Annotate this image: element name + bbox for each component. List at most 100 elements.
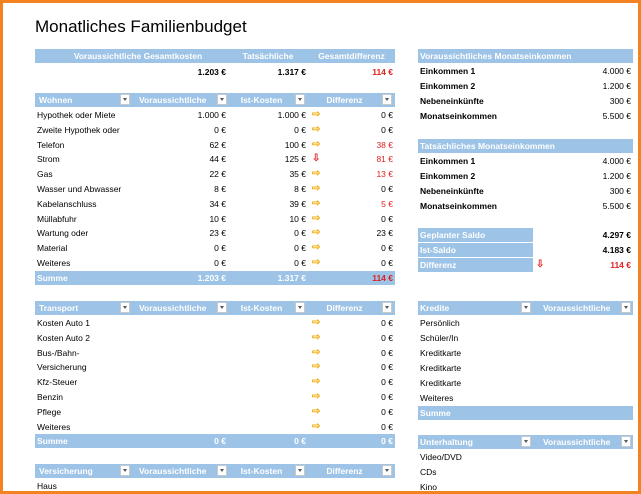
cell: Monatseinkommen [420,111,497,121]
cell: 4.297 € [602,230,631,240]
header-cell: Ist-Kosten [228,93,295,107]
arrow-right-icon: ⇨ [312,168,321,180]
header-cell: Tatsächliche [228,49,308,63]
cell: 39 € [289,198,306,209]
cell: Einkommen 1 [420,66,476,76]
dropdown-button[interactable] [120,94,130,105]
total-cell: 1.317 € [228,270,308,285]
cell: 13 € [376,169,393,180]
cell: 35 € [289,169,306,180]
dropdown-button[interactable] [217,302,227,313]
cell: Video/DVD [420,452,462,462]
header-cell: Differenz [308,93,381,107]
cell: Persönlich [420,318,460,328]
cell: 5.500 € [602,111,631,121]
cell: 10 € [289,213,306,224]
cell: 0 € [294,243,306,254]
label-cell: Differenz [418,258,533,272]
dropdown-button[interactable] [521,302,531,313]
arrow-right-icon: ⇨ [312,391,321,402]
cell: CDs [420,467,437,477]
dropdown-button[interactable] [295,465,305,476]
cell: Weiteres [37,421,71,432]
dropdown-button[interactable] [295,302,305,313]
dropdown-button[interactable] [382,465,392,476]
cell: Hypothek oder Miete [37,110,116,120]
arrow-right-icon: ⇨ [312,197,321,209]
cell: 0 € [294,228,306,239]
cell: Schüler/In [420,333,459,343]
arrow-right-icon: ⇨ [312,361,321,373]
cell: Zweite Hypothek oder [37,124,120,135]
dropdown-button[interactable] [382,302,392,313]
cell: 1.200 € [602,171,631,181]
dropdown-button[interactable] [295,94,305,105]
cell: Monatseinkommen [420,201,497,211]
cell: 8 € [214,184,226,194]
cell: 0 € [294,258,306,268]
arrow-down-icon: ⇩ [536,259,545,270]
arrow-right-icon: ⇨ [312,331,321,343]
total-cell: Summe [418,406,533,420]
cell: 34 € [209,198,226,209]
cell: Kosten Auto 1 [37,318,90,328]
cell: Kosten Auto 2 [37,332,90,343]
cell: Pflege [37,406,62,417]
cell: 0 € [381,362,393,373]
arrow-right-icon: ⇨ [312,317,321,328]
cell: 4.000 € [602,66,631,76]
cell: Haus [37,481,57,491]
header-cell: Tatsächliches Monatseinkommen [418,139,633,153]
dropdown-button[interactable] [217,465,227,476]
cell: 300 € [609,96,631,106]
header-cell: Unterhaltung [418,435,518,449]
cell: 0 € [214,258,226,268]
cell: 100 € [284,139,306,150]
arrow-right-icon: ⇨ [312,123,321,135]
header-cell: Voraussichtliche [137,301,217,315]
dropdown-button[interactable] [621,302,631,313]
dropdown-button[interactable] [521,436,531,447]
cell: Kreditkarte [420,348,462,358]
arrow-right-icon: ⇨ [312,227,321,239]
cell: 8 € [294,184,306,194]
header-cell: Differenz [308,301,381,315]
total-cell: 1.203 € [133,270,228,285]
cell: 5.500 € [602,201,631,211]
cell: Strom [37,154,60,165]
total-value: 1.203 € [197,67,226,77]
cell: Wartung oder [37,228,89,239]
cell: Kfz-Steuer [37,377,78,388]
dropdown-button[interactable] [217,94,227,105]
cell: 0 € [381,110,393,120]
cell: Kreditkarte [420,363,462,373]
dropdown-button[interactable] [382,94,392,105]
dropdown-button[interactable] [621,436,631,447]
dropdown-button[interactable] [120,302,130,313]
header-cell: Differenz [308,464,381,478]
cell: 0 € [381,332,393,343]
cell: Kabelanschluss [37,198,97,209]
total-cell: 0 € [323,434,395,449]
header-cell: Voraussichtliche [137,464,217,478]
cell: Material [37,243,68,254]
cell: 0 € [381,184,393,194]
header-cell: Voraussichtliche [137,93,217,107]
header-cell: Ist-Kosten [228,301,295,315]
cell: 22 € [209,169,226,180]
arrow-right-icon: ⇨ [312,420,321,432]
cell: 0 € [381,421,393,432]
dropdown-button[interactable] [120,465,130,476]
cell: 0 € [381,243,393,254]
total-cell: 114 € [323,270,395,285]
cell: 1.000 € [197,110,226,120]
cell: 0 € [381,258,393,268]
cell: Telefon [37,139,65,150]
cell: 5 € [381,198,393,209]
cell: Nebeneinkünfte [420,96,484,106]
cell: 1.200 € [602,81,631,91]
arrow-down-icon: ⇩ [312,153,321,165]
sheet-title: Monatliches Familienbudget [35,17,247,36]
header-cell: Versicherung [37,464,121,478]
header-cell: Voraussichtliche [541,435,619,449]
